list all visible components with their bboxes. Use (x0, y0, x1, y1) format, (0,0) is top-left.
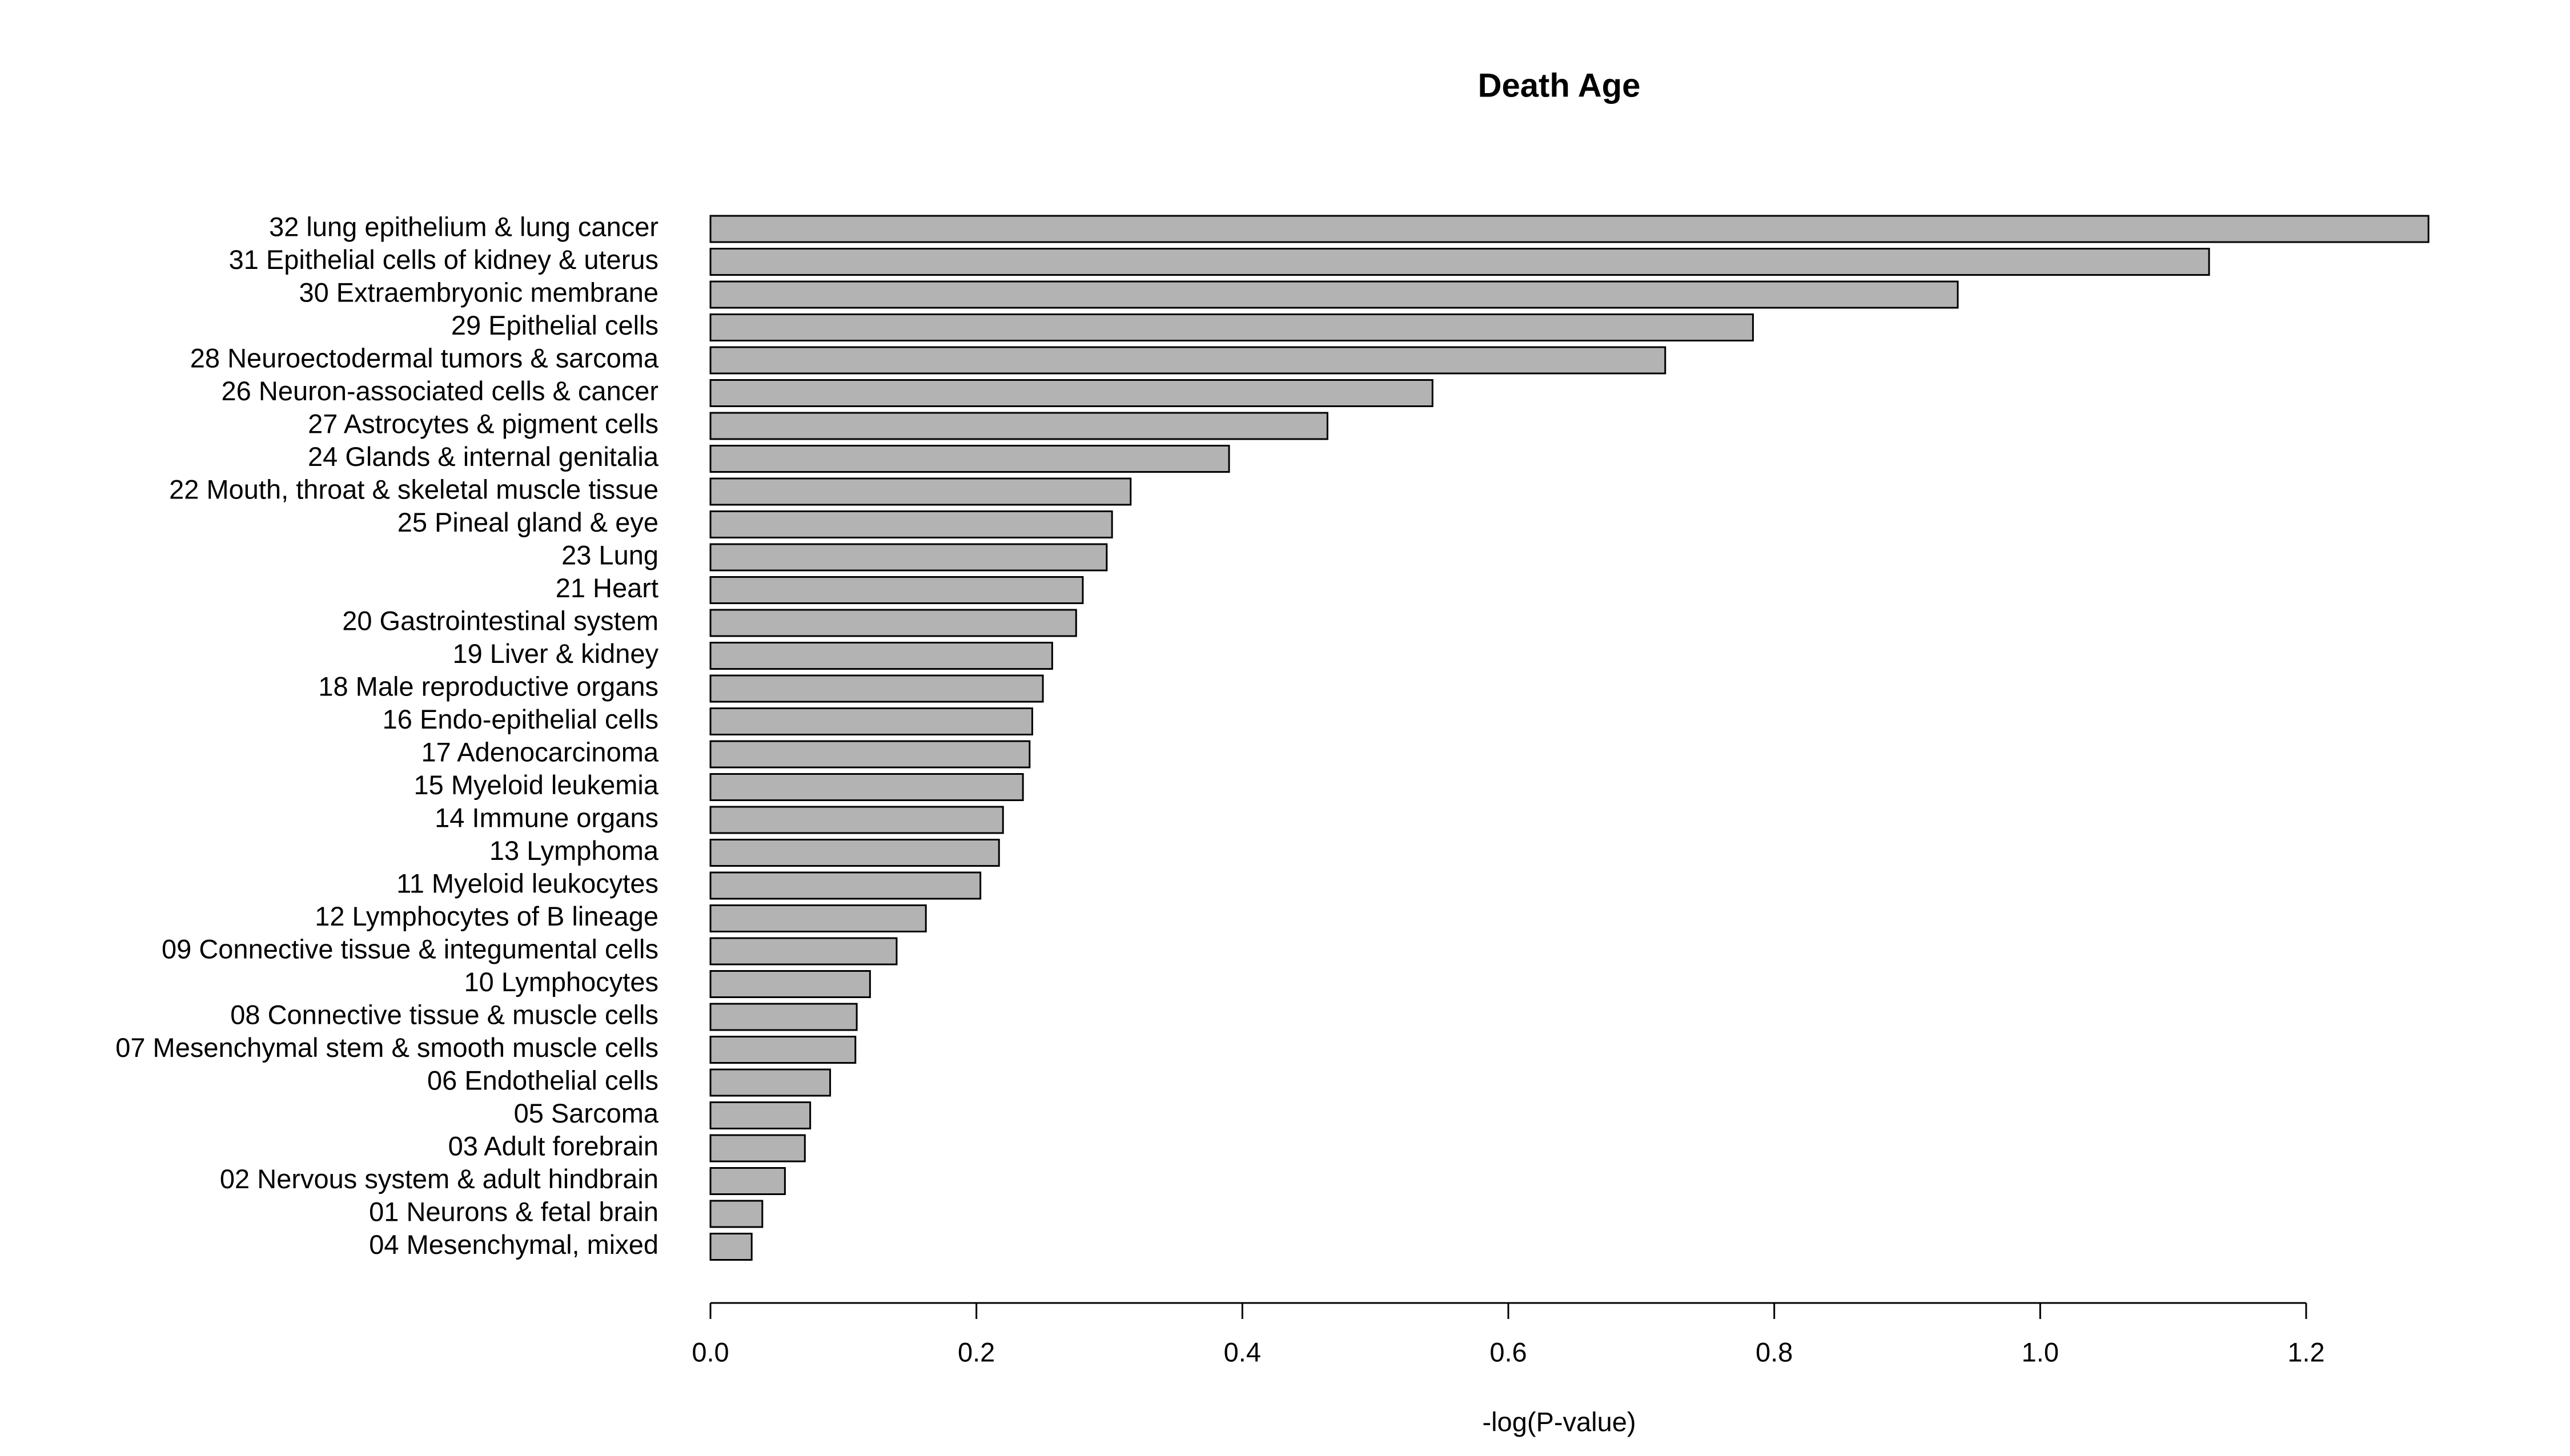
x-tick-label: 1.0 (2022, 1337, 2059, 1367)
bar (709, 773, 1024, 801)
x-tick-label: 0.0 (692, 1337, 729, 1367)
bar (709, 477, 1132, 506)
bar (709, 871, 982, 900)
bar (709, 510, 1113, 538)
x-tick-label: 0.6 (1489, 1337, 1527, 1367)
y-tick-label: 14 Immune organs (435, 802, 658, 832)
y-tick-label: 24 Glands & internal genitalia (308, 441, 659, 472)
bar (709, 806, 1004, 834)
y-tick-label: 15 Myeloid leukemia (414, 770, 659, 800)
bar (709, 740, 1031, 769)
bar (709, 609, 1077, 637)
y-tick-label: 08 Connective tissue & muscle cells (230, 999, 658, 1029)
y-tick-label: 26 Neuron-associated cells & cancer (222, 376, 658, 406)
y-tick-label: 25 Pineal gland & eye (397, 507, 658, 537)
y-tick-label: 23 Lung (561, 540, 658, 570)
bar (709, 1233, 753, 1261)
chart-title: Death Age (1478, 67, 1641, 104)
x-tick-label: 0.2 (958, 1337, 995, 1367)
y-tick-label: 21 Heart (556, 573, 658, 603)
bar (709, 412, 1328, 440)
bar (709, 215, 2430, 243)
x-tick-label: 1.2 (2287, 1337, 2324, 1367)
bar (709, 1068, 832, 1097)
x-axis-label: -log(P-value) (1482, 1406, 1636, 1437)
bar (709, 543, 1108, 572)
bar (709, 1167, 786, 1195)
bar (709, 1200, 764, 1228)
y-tick-label: 31 Epithelial cells of kidney & uterus (229, 244, 658, 275)
y-tick-label: 30 Extraembryonic membrane (299, 277, 658, 307)
y-tick-label: 01 Neurons & fetal brain (369, 1196, 658, 1226)
y-tick-label: 05 Sarcoma (514, 1098, 659, 1128)
bar (709, 346, 1667, 375)
bar (709, 445, 1230, 473)
bar (709, 937, 898, 966)
y-tick-label: 20 Gastrointestinal system (342, 605, 658, 636)
y-tick-label: 04 Mesenchymal, mixed (369, 1229, 658, 1260)
bar (709, 1003, 858, 1031)
y-tick-label: 09 Connective tissue & integumental cell… (162, 934, 658, 964)
bar (709, 904, 927, 932)
bar (709, 280, 1959, 309)
bar (709, 576, 1084, 604)
bar (709, 313, 1754, 341)
y-tick-label: 10 Lymphocytes (464, 967, 659, 997)
bar (709, 248, 2210, 276)
bar (709, 1101, 812, 1129)
x-tick-label: 0.4 (1224, 1337, 1261, 1367)
bar (709, 642, 1053, 670)
bar (709, 674, 1044, 703)
y-tick-label: 18 Male reproductive organs (318, 671, 658, 701)
y-tick-label: 16 Endo-epithelial cells (383, 704, 658, 734)
y-tick-label: 02 Nervous system & adult hindbrain (220, 1164, 658, 1194)
y-tick-label: 12 Lymphocytes of B lineage (315, 901, 658, 931)
y-tick-label: 27 Astrocytes & pigment cells (308, 408, 658, 439)
y-tick-label: 22 Mouth, throat & skeletal muscle tissu… (169, 474, 658, 504)
y-tick-label: 11 Myeloid leukocytes (396, 868, 658, 898)
bar (709, 839, 1000, 867)
x-tick-label: 0.8 (1756, 1337, 1793, 1367)
bar (709, 379, 1433, 407)
y-tick-label: 28 Neuroectodermal tumors & sarcoma (190, 343, 659, 373)
y-tick-label: 06 Endothelial cells (427, 1065, 658, 1095)
y-tick-label: 19 Liver & kidney (452, 638, 658, 669)
y-tick-label: 03 Adult forebrain (448, 1131, 658, 1161)
bar (709, 1134, 806, 1163)
y-tick-label: 07 Mesenchymal stem & smooth muscle cell… (115, 1032, 658, 1063)
y-tick-label: 17 Adenocarcinoma (421, 737, 659, 767)
y-tick-label: 29 Epithelial cells (451, 310, 658, 340)
bar (709, 1036, 857, 1064)
bar (709, 970, 871, 998)
bar (709, 707, 1033, 735)
y-tick-label: 32 lung epithelium & lung cancer (269, 211, 658, 242)
y-tick-label: 13 Lymphoma (489, 835, 659, 866)
